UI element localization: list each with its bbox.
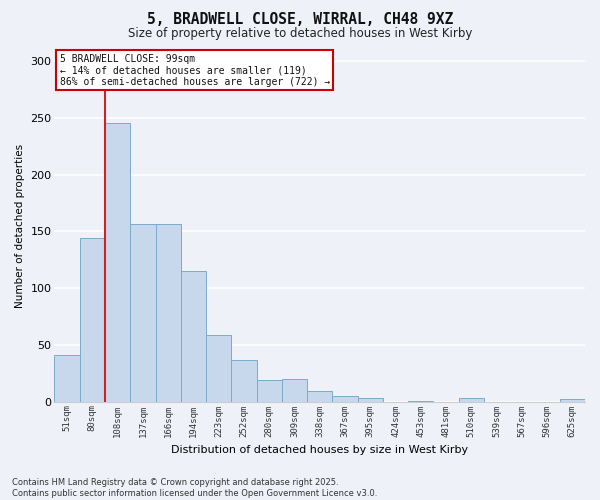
X-axis label: Distribution of detached houses by size in West Kirby: Distribution of detached houses by size … [171,445,468,455]
Bar [358,398,383,402]
Bar [458,398,484,402]
Bar [80,238,105,402]
Text: Contains HM Land Registry data © Crown copyright and database right 2025.
Contai: Contains HM Land Registry data © Crown c… [12,478,377,498]
Bar [130,224,155,402]
Bar [332,396,358,402]
Bar [206,334,232,402]
Bar [560,400,585,402]
Bar [408,400,433,402]
Text: Size of property relative to detached houses in West Kirby: Size of property relative to detached ho… [128,28,472,40]
Y-axis label: Number of detached properties: Number of detached properties [15,144,25,308]
Text: 5, BRADWELL CLOSE, WIRRAL, CH48 9XZ: 5, BRADWELL CLOSE, WIRRAL, CH48 9XZ [147,12,453,28]
Bar [105,122,130,402]
Bar [257,380,282,402]
Bar [155,224,181,402]
Bar [55,355,80,402]
Text: 5 BRADWELL CLOSE: 99sqm
← 14% of detached houses are smaller (119)
86% of semi-d: 5 BRADWELL CLOSE: 99sqm ← 14% of detache… [60,54,330,86]
Bar [181,271,206,402]
Bar [232,360,257,402]
Bar [307,392,332,402]
Bar [282,379,307,402]
